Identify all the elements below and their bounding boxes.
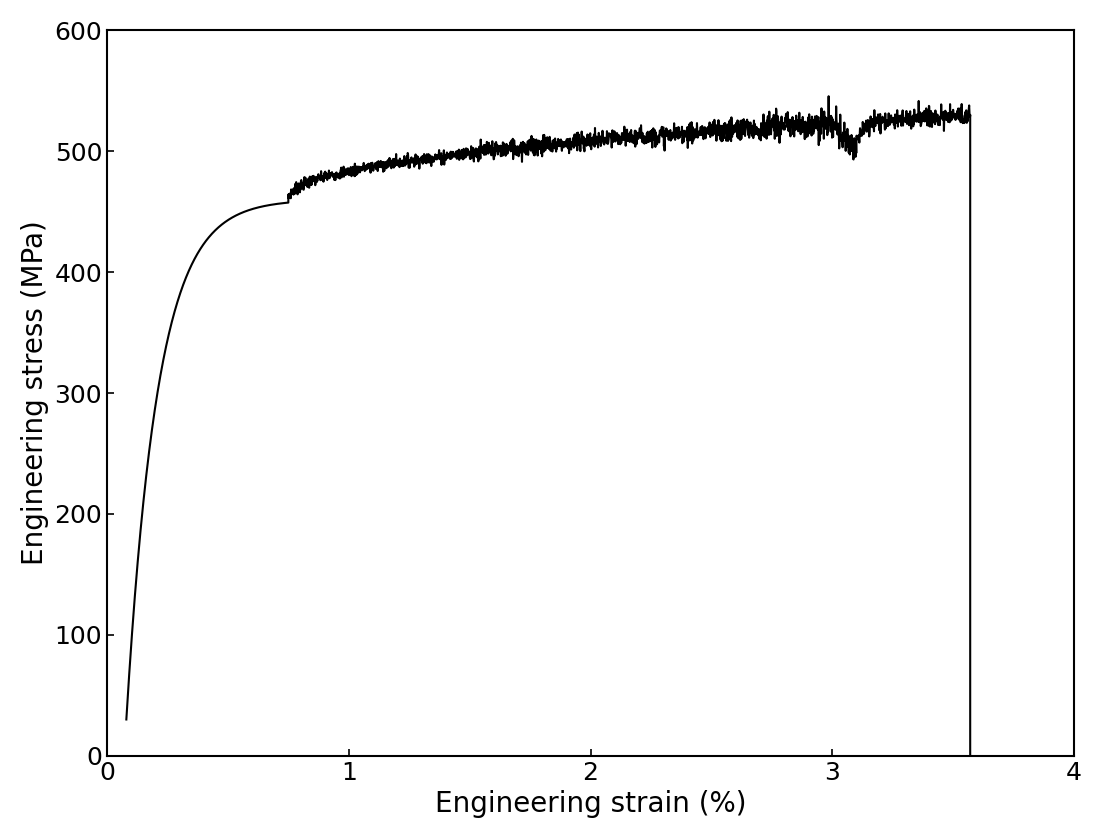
X-axis label: Engineering strain (%): Engineering strain (%) bbox=[435, 790, 747, 818]
Y-axis label: Engineering stress (MPa): Engineering stress (MPa) bbox=[21, 221, 49, 565]
